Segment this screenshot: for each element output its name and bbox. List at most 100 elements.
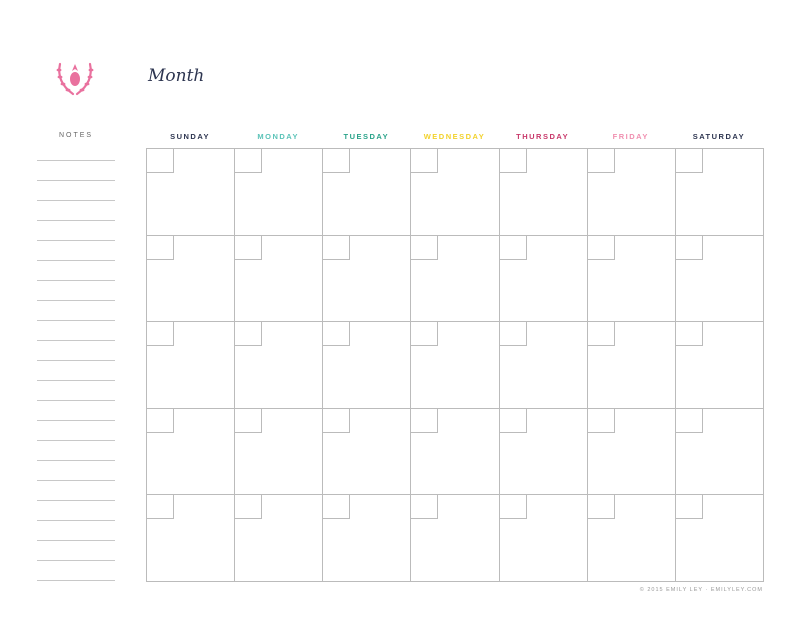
copyright: © 2015 EMILY LEY · EMILYLEY.COM [639, 587, 763, 593]
date-number-box[interactable] [411, 149, 439, 173]
day-cell[interactable] [675, 322, 764, 409]
pineapple-laurel-icon [56, 62, 94, 96]
date-number-box[interactable] [147, 235, 174, 260]
date-number-box[interactable] [587, 235, 615, 260]
day-cell[interactable] [235, 495, 324, 582]
note-line[interactable] [37, 280, 115, 300]
day-cell[interactable] [323, 322, 412, 409]
day-cell[interactable] [235, 235, 324, 323]
note-line[interactable] [37, 260, 115, 280]
day-cell[interactable] [675, 149, 764, 236]
date-number-box[interactable] [147, 322, 174, 347]
day-cell[interactable] [147, 149, 236, 236]
day-cell[interactable] [323, 408, 412, 496]
day-cell[interactable] [147, 495, 236, 582]
date-number-box[interactable] [235, 235, 263, 260]
note-line[interactable] [37, 580, 115, 600]
date-number-box[interactable] [323, 408, 351, 433]
calendar-grid [146, 148, 764, 582]
day-cell[interactable] [411, 149, 500, 236]
date-number-box[interactable] [147, 495, 174, 520]
date-number-box[interactable] [235, 408, 263, 433]
date-number-box[interactable] [323, 322, 351, 347]
day-cell[interactable] [411, 235, 500, 323]
note-line[interactable] [37, 540, 115, 560]
date-number-box[interactable] [587, 322, 615, 347]
date-number-box[interactable] [675, 322, 703, 347]
date-number-box[interactable] [675, 235, 703, 260]
day-cell[interactable] [411, 495, 500, 582]
note-line[interactable] [37, 440, 115, 460]
date-number-box[interactable] [587, 408, 615, 433]
day-cell[interactable] [235, 149, 324, 236]
note-line[interactable] [37, 160, 115, 180]
day-cell[interactable] [499, 322, 588, 409]
date-number-box[interactable] [675, 149, 703, 173]
note-line[interactable] [37, 220, 115, 240]
day-cell[interactable] [499, 235, 588, 323]
date-number-box[interactable] [323, 235, 351, 260]
date-number-box[interactable] [147, 149, 174, 173]
date-number-box[interactable] [675, 408, 703, 433]
note-line[interactable] [37, 420, 115, 440]
date-number-box[interactable] [411, 495, 439, 520]
note-line[interactable] [37, 240, 115, 260]
notes-label: NOTES [58, 132, 94, 139]
weekday-sunday: SUNDAY [170, 132, 211, 141]
day-cell[interactable] [323, 149, 412, 236]
date-number-box[interactable] [587, 149, 615, 173]
day-cell[interactable] [587, 495, 676, 582]
date-number-box[interactable] [411, 408, 439, 433]
weekday-thursday: THURSDAY [516, 132, 570, 141]
day-cell[interactable] [499, 408, 588, 496]
day-cell[interactable] [587, 235, 676, 323]
day-cell[interactable] [147, 322, 236, 409]
date-number-box[interactable] [323, 495, 351, 520]
day-cell[interactable] [235, 322, 324, 409]
date-number-box[interactable] [235, 495, 263, 520]
date-number-box[interactable] [675, 495, 703, 520]
note-line[interactable] [37, 400, 115, 420]
day-cell[interactable] [675, 235, 764, 323]
note-line[interactable] [37, 520, 115, 540]
note-line[interactable] [37, 360, 115, 380]
note-line[interactable] [37, 300, 115, 320]
day-cell[interactable] [323, 235, 412, 323]
day-cell[interactable] [587, 408, 676, 496]
day-cell[interactable] [499, 149, 588, 236]
date-number-box[interactable] [499, 235, 527, 260]
day-cell[interactable] [499, 495, 588, 582]
day-cell[interactable] [587, 322, 676, 409]
note-line[interactable] [37, 180, 115, 200]
note-line[interactable] [37, 500, 115, 520]
date-number-box[interactable] [411, 235, 439, 260]
date-number-box[interactable] [499, 495, 527, 520]
day-cell[interactable] [323, 495, 412, 582]
day-cell[interactable] [147, 235, 236, 323]
day-cell[interactable] [147, 408, 236, 496]
date-number-box[interactable] [499, 408, 527, 433]
day-cell[interactable] [587, 149, 676, 236]
day-cell[interactable] [675, 495, 764, 582]
note-line[interactable] [37, 460, 115, 480]
date-number-box[interactable] [499, 149, 527, 173]
date-number-box[interactable] [235, 322, 263, 347]
note-line[interactable] [37, 320, 115, 340]
weekday-saturday: SATURDAY [692, 132, 746, 141]
date-number-box[interactable] [323, 149, 351, 173]
date-number-box[interactable] [587, 495, 615, 520]
date-number-box[interactable] [147, 408, 174, 433]
note-line[interactable] [37, 340, 115, 360]
date-number-box[interactable] [411, 322, 439, 347]
day-cell[interactable] [675, 408, 764, 496]
date-number-box[interactable] [499, 322, 527, 347]
day-cell[interactable] [235, 408, 324, 496]
date-number-box[interactable] [235, 149, 263, 173]
note-line[interactable] [37, 560, 115, 580]
note-line[interactable] [37, 200, 115, 220]
day-cell[interactable] [411, 408, 500, 496]
note-line[interactable] [37, 480, 115, 500]
day-cell[interactable] [411, 322, 500, 409]
weekday-friday: FRIDAY [612, 132, 649, 141]
note-line[interactable] [37, 380, 115, 400]
